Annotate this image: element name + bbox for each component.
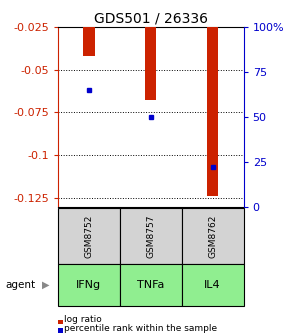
Text: agent: agent	[6, 280, 36, 290]
Bar	[83, 27, 95, 56]
Text: percentile rank within the sample: percentile rank within the sample	[64, 324, 217, 333]
Bar	[145, 27, 156, 100]
Bar	[207, 27, 218, 196]
Text: ▶: ▶	[42, 280, 50, 290]
Text: GSM8757: GSM8757	[146, 214, 155, 258]
Text: IL4: IL4	[204, 280, 221, 290]
Text: log ratio: log ratio	[64, 316, 102, 324]
Text: TNFa: TNFa	[137, 280, 164, 290]
Text: IFNg: IFNg	[76, 280, 102, 290]
Title: GDS501 / 26336: GDS501 / 26336	[94, 12, 208, 26]
Text: GSM8752: GSM8752	[84, 214, 93, 258]
Text: GSM8762: GSM8762	[208, 214, 217, 258]
